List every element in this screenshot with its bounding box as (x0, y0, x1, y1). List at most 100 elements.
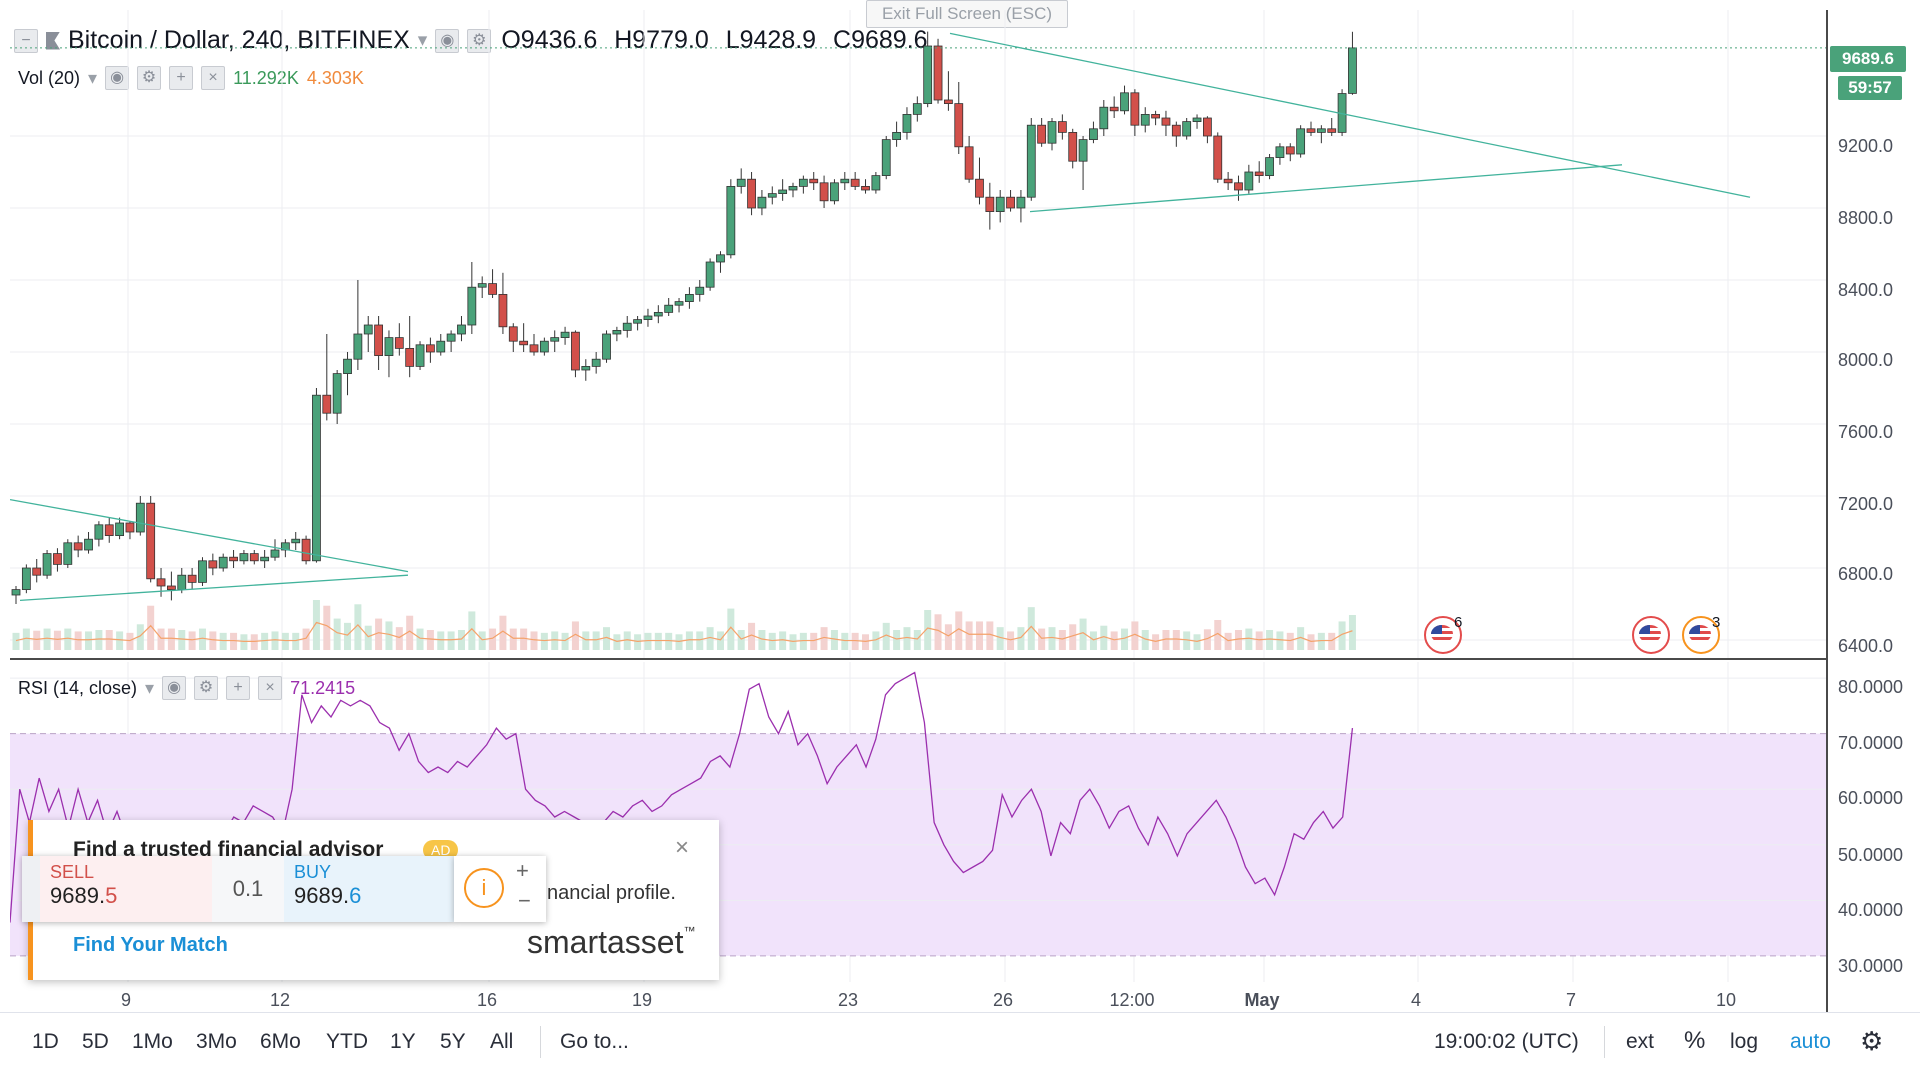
us-flag-event-icon[interactable] (1682, 616, 1720, 654)
gear-icon[interactable]: ⚙ (194, 676, 219, 700)
symbol-title[interactable]: Bitcoin / Dollar, 240, BITFINEX (68, 26, 410, 54)
candle-body (571, 331, 580, 371)
volume-label[interactable]: Vol (20) (18, 67, 81, 88)
candle-body (208, 560, 218, 569)
volume-bar (1048, 627, 1056, 650)
eye-icon[interactable]: ◉ (162, 676, 187, 700)
candle-body (1182, 121, 1192, 137)
range-1mo-button[interactable]: 1Mo (132, 1030, 173, 1053)
chevron-down-icon[interactable]: ▾ (88, 67, 98, 88)
collapse-icon[interactable]: − (14, 28, 38, 53)
candle-body (1223, 178, 1233, 184)
volume-bar (644, 632, 652, 650)
eye-icon[interactable]: ◉ (435, 28, 460, 53)
trendline (10, 498, 409, 573)
go-to-button[interactable]: Go to... (560, 1030, 629, 1053)
gear-icon[interactable]: ⚙ (467, 28, 492, 53)
plus-icon[interactable]: + (169, 66, 194, 90)
flag-icon[interactable] (46, 31, 60, 50)
range-5d-button[interactable]: 5D (82, 1030, 109, 1053)
volume-bar (520, 628, 528, 650)
buy-button[interactable]: BUY 9689.6 (284, 856, 454, 922)
range-5y-button[interactable]: 5Y (440, 1030, 466, 1053)
auto-scale-toggle[interactable]: auto (1790, 1030, 1831, 1053)
volume-bar (375, 618, 383, 650)
date-axis[interactable]: 9 12 16 19 23 26 12:00 May 4 7 10 (0, 990, 1826, 1012)
candle-body (1151, 114, 1160, 119)
candle-body (1192, 117, 1202, 122)
volume-bar (1245, 628, 1253, 650)
percent-scale-toggle[interactable]: % (1684, 1027, 1706, 1054)
volume-bar (385, 621, 393, 650)
sell-button[interactable]: SELL 9689.5 (22, 856, 212, 922)
pane-separator[interactable] (10, 658, 1826, 660)
volume-bar (344, 622, 352, 650)
close-icon[interactable]: × (675, 834, 690, 861)
plus-icon[interactable]: + (516, 858, 529, 883)
clock-display[interactable]: 19:00:02 (UTC) (1434, 1030, 1579, 1053)
candle-body (457, 324, 466, 335)
candle-body (94, 524, 104, 540)
exit-fullscreen-button[interactable]: Exit Full Screen (ESC) (866, 0, 1068, 28)
plus-icon[interactable]: + (226, 676, 251, 700)
candle-body (218, 556, 228, 569)
sell-label: SELL (50, 862, 95, 882)
candle-body (830, 182, 839, 202)
chevron-down-icon[interactable]: ▾ (417, 30, 428, 51)
ad-title[interactable]: Find a trusted financial advisor (73, 838, 384, 861)
range-1d-button[interactable]: 1D (32, 1030, 59, 1053)
range-1y-button[interactable]: 1Y (390, 1030, 416, 1053)
last-price-badge: 9689.6 (1830, 46, 1906, 72)
ad-cta-link[interactable]: Find Your Match (73, 934, 228, 956)
volume-bar (240, 634, 248, 650)
candle-body (954, 103, 964, 148)
rsi-value: 71.2415 (290, 677, 356, 698)
close-icon[interactable]: × (201, 66, 226, 90)
rsi-label[interactable]: RSI (14, close) (18, 677, 138, 698)
high-label: H (614, 26, 633, 54)
volume-bar (820, 627, 828, 650)
candle-body (1037, 124, 1047, 144)
candle-body (767, 193, 777, 198)
ext-hours-toggle[interactable]: ext (1626, 1030, 1655, 1053)
us-flag-event-icon[interactable] (1424, 616, 1462, 654)
candle-body (125, 522, 135, 533)
candle-body (757, 196, 767, 209)
candle-body (1089, 128, 1098, 141)
candle-body (1327, 128, 1337, 133)
trade-panel-controls: i + − (454, 856, 546, 922)
range-3mo-button[interactable]: 3Mo (196, 1030, 237, 1053)
log-scale-toggle[interactable]: log (1730, 1030, 1759, 1053)
candle-body (405, 347, 415, 367)
candle-body (881, 139, 891, 177)
high-value: 9779.0 (632, 26, 709, 54)
range-ytd-button[interactable]: YTD (326, 1030, 368, 1053)
range-all-button[interactable]: All (490, 1030, 514, 1053)
gear-icon[interactable]: ⚙ (137, 66, 162, 90)
rsi-legend: RSI (14, close) ▾ ◉ ⚙ + × 71.2415 (18, 676, 355, 700)
chevron-down-icon[interactable]: ▾ (145, 677, 155, 698)
eye-icon[interactable]: ◉ (105, 66, 130, 90)
close-icon[interactable]: × (258, 676, 283, 700)
volume-bar (758, 630, 766, 650)
volume-bar (437, 631, 445, 650)
candle-body (415, 344, 425, 367)
minus-icon[interactable]: − (518, 888, 531, 913)
ad-brand-logo[interactable]: smartasset™ (527, 924, 695, 961)
rsi-axis-label: 30.0000 (1838, 956, 1904, 976)
quantity-field[interactable]: 0.1 (212, 856, 284, 922)
candle-body (747, 178, 756, 209)
us-flag-event-icon[interactable] (1632, 616, 1670, 654)
volume-bar (230, 632, 238, 650)
candle-body (550, 337, 560, 342)
candle-body (1275, 146, 1285, 159)
volume-bar (675, 634, 683, 650)
volume-bar (530, 631, 538, 650)
volume-bar (592, 631, 600, 650)
range-6mo-button[interactable]: 6Mo (260, 1030, 301, 1053)
info-icon[interactable]: i (464, 868, 504, 908)
volume-bar (1152, 634, 1160, 650)
gear-icon[interactable]: ⚙ (1860, 1026, 1884, 1056)
price-chart[interactable] (10, 10, 1826, 658)
candle-body (1006, 196, 1015, 209)
